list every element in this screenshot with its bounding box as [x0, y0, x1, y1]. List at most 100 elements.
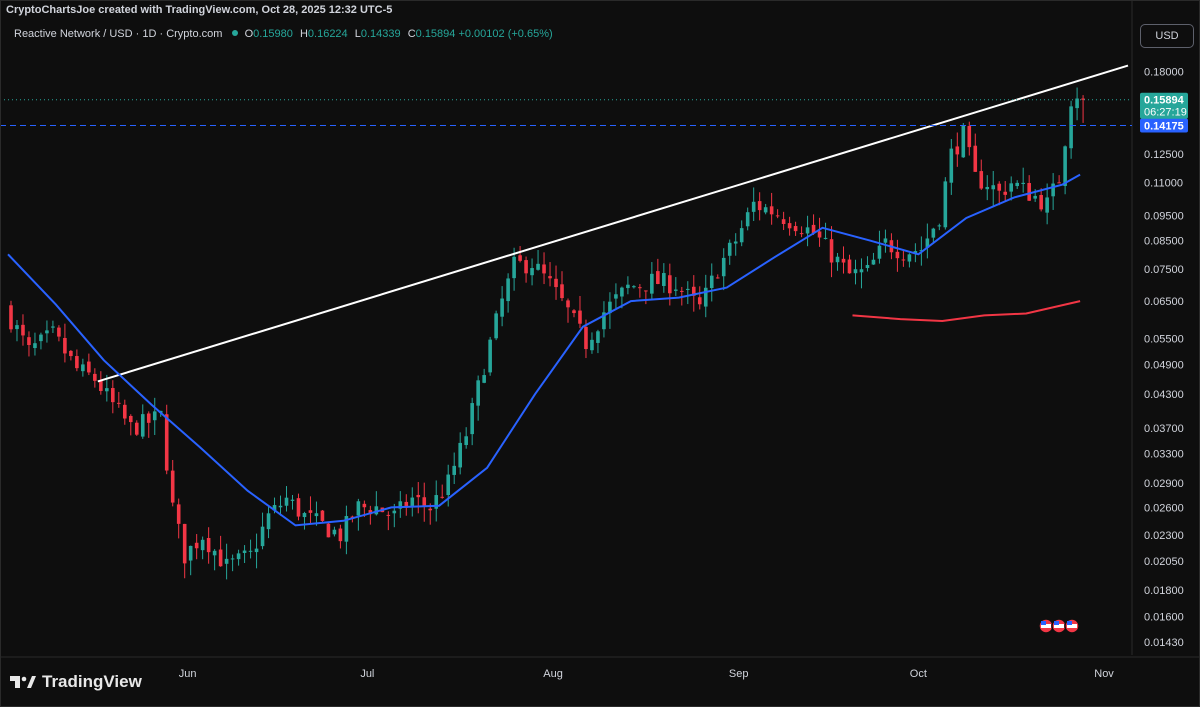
- candle-body: [392, 510, 397, 514]
- candle-body: [751, 201, 756, 212]
- candle-body: [691, 286, 696, 296]
- candle-body: [572, 310, 576, 314]
- candle-body: [39, 334, 43, 342]
- candle-body: [134, 422, 139, 435]
- candle-body: [530, 268, 534, 276]
- candle-body: [548, 276, 552, 279]
- candle-body: [476, 380, 480, 406]
- candle-body: [458, 442, 462, 468]
- y-tick-label: 0.02900: [1144, 478, 1184, 490]
- candle-body: [1063, 146, 1067, 186]
- candle-body: [27, 337, 31, 346]
- candle-body: [434, 495, 439, 509]
- currency-button[interactable]: USD: [1140, 24, 1194, 48]
- candle-body: [440, 496, 445, 498]
- candle-body: [883, 238, 888, 243]
- candle-body: [63, 337, 67, 354]
- symbol-title[interactable]: Reactive Network / USD · 1D · Crypto.com: [14, 28, 223, 40]
- y-tick-label: 0.03700: [1144, 423, 1184, 435]
- candle-body: [578, 310, 582, 324]
- candle-body: [949, 148, 954, 183]
- candle-body: [236, 553, 241, 560]
- candle-body: [368, 510, 373, 515]
- candle-body: [164, 414, 169, 471]
- candle-body: [111, 388, 115, 403]
- symbol-legend: Reactive Network / USD · 1D · Crypto.com…: [14, 28, 557, 40]
- trendline-line: [97, 64, 1129, 383]
- candle-body: [117, 402, 121, 404]
- candle-body: [212, 550, 217, 556]
- us-flag-icon-canton: [1041, 621, 1046, 625]
- y-tick-label: 0.02300: [1144, 530, 1184, 542]
- candle-body: [877, 245, 882, 259]
- candle-body: [865, 264, 870, 269]
- candle-body: [512, 256, 516, 279]
- tradingview-logo[interactable]: TradingView: [10, 672, 142, 692]
- candle-body: [554, 278, 558, 288]
- candle-body: [182, 523, 187, 564]
- candle-body: [105, 388, 109, 392]
- x-tick-label: Nov: [1094, 668, 1114, 680]
- candle-body: [218, 549, 223, 567]
- candle-body: [140, 414, 145, 437]
- candle-body: [769, 206, 774, 215]
- candle-body: [128, 415, 133, 423]
- candle-body: [925, 238, 930, 248]
- candle-body: [1015, 182, 1019, 187]
- candle-body: [422, 497, 427, 506]
- candle-body: [524, 260, 528, 274]
- candle-body: [33, 343, 37, 349]
- candle-body: [416, 494, 421, 498]
- candle-body: [332, 529, 337, 535]
- candle-body: [536, 263, 540, 270]
- candle-body: [715, 277, 720, 279]
- us-flag-icon-stripe: [1067, 624, 1077, 628]
- y-tick-label: 0.18000: [1144, 67, 1184, 79]
- candle-body: [1003, 191, 1008, 195]
- candle-body: [943, 181, 948, 228]
- candle-body: [560, 284, 564, 299]
- candle-body: [709, 275, 714, 289]
- candle-body: [913, 251, 918, 254]
- candle-body: [93, 373, 97, 381]
- y-tick-label: 0.06500: [1144, 296, 1184, 308]
- candle-body: [919, 250, 924, 252]
- candle-body: [566, 300, 570, 308]
- candle-body: [254, 548, 259, 553]
- y-tick-label: 0.01600: [1144, 612, 1184, 624]
- candle-body: [518, 255, 522, 261]
- candle-body: [99, 380, 103, 391]
- tradingview-brand: TradingView: [42, 672, 142, 691]
- y-tick-label: 0.01430: [1144, 637, 1184, 649]
- candle-body: [763, 207, 768, 213]
- high-label: H: [299, 28, 308, 40]
- candle-body: [650, 273, 654, 294]
- candle-body: [805, 227, 810, 234]
- candle-body: [991, 185, 996, 190]
- candle-body: [817, 231, 822, 238]
- candle-body: [937, 225, 942, 227]
- candle-body: [679, 290, 684, 292]
- candle-body: [176, 504, 181, 524]
- candle-body: [452, 465, 457, 475]
- us-flag-icon-stripe: [1054, 624, 1064, 628]
- candle-body: [69, 350, 73, 357]
- open-value: 0.15980: [253, 28, 293, 40]
- candle-body: [194, 542, 199, 549]
- candle-body: [386, 514, 391, 516]
- candle-body: [9, 305, 13, 330]
- candle-body: [985, 186, 990, 190]
- candle-body: [829, 239, 834, 263]
- candle-body: [596, 331, 600, 343]
- low-label: L: [354, 28, 361, 40]
- candle-body: [787, 223, 792, 229]
- candle-body: [81, 364, 85, 372]
- candle-body: [488, 339, 492, 373]
- candle-body: [260, 526, 265, 547]
- us-flag-icon-canton: [1067, 621, 1072, 625]
- candle-body: [638, 287, 642, 289]
- candle-body: [308, 510, 313, 513]
- candle-body: [644, 290, 648, 292]
- candle-body: [344, 516, 349, 542]
